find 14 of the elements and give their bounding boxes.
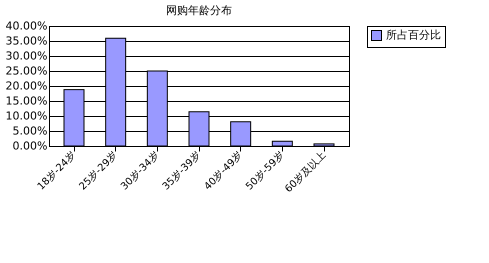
x-tick-label: 40岁-49岁 xyxy=(202,149,245,192)
y-tick-label: 30.00% xyxy=(6,50,48,62)
chart-title: 网购年龄分布 xyxy=(166,4,232,17)
y-tick-label: 5.00% xyxy=(12,124,48,138)
y-tick-label: 25.00% xyxy=(6,64,48,78)
x-tick-label: 35岁-39岁 xyxy=(160,149,204,192)
y-tick-label: 15.00% xyxy=(6,94,48,108)
x-tick-label: 30岁-34岁 xyxy=(118,149,162,192)
x-tick-label: 25岁-29岁 xyxy=(76,149,120,192)
y-tick-label: 20.00% xyxy=(6,80,48,92)
y-tick-label: 10.00% xyxy=(6,110,48,122)
y-tick-label: 40.00% xyxy=(6,20,48,32)
legend-label: 所占百分比 xyxy=(386,28,441,42)
y-tick-label: 35.00% xyxy=(6,34,48,48)
